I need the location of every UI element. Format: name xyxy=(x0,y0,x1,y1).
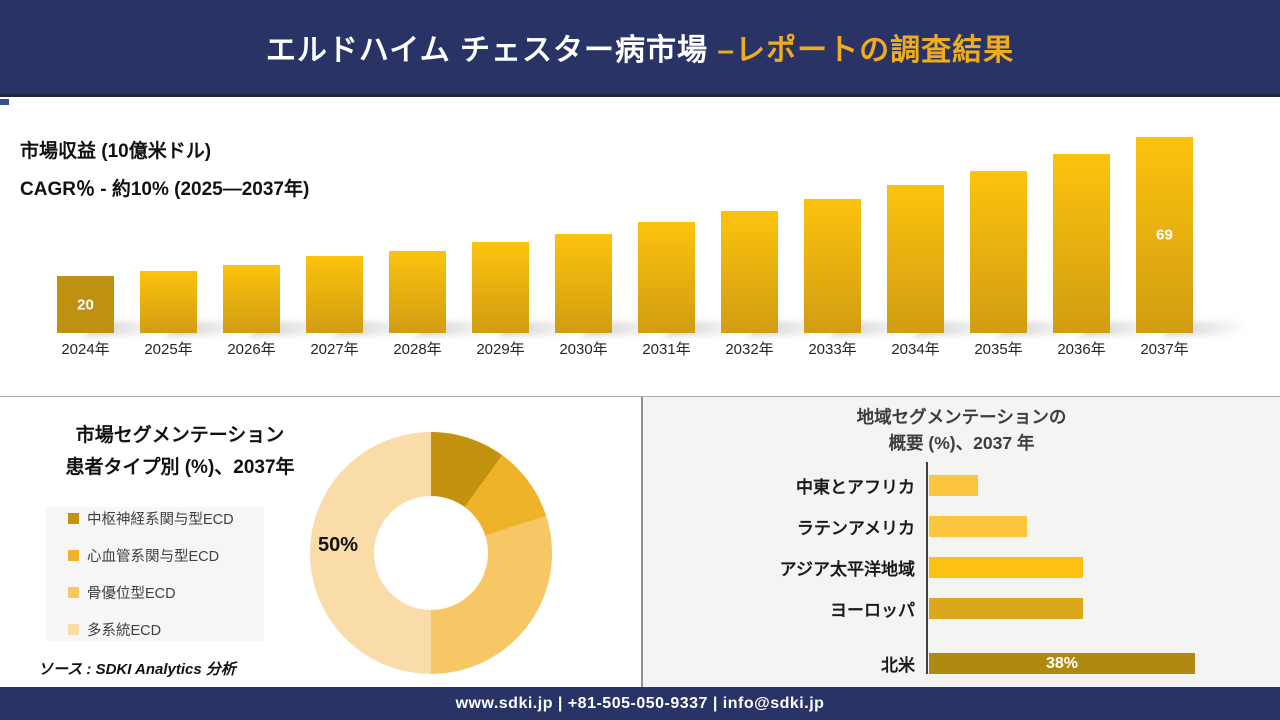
bar-column: 2029年 xyxy=(459,137,542,359)
bar-column: 2035年 xyxy=(957,137,1040,359)
bar-column: 2036年 xyxy=(1040,137,1123,359)
region-bar-value-label: 38% xyxy=(1045,654,1079,672)
regional-title: 地域セグメンテーションの 概要 (%)、2037 年 xyxy=(643,404,1280,456)
header-corner-mark xyxy=(0,99,9,105)
legend-item: 多系統ECD xyxy=(68,619,264,640)
legend-item: 骨優位型ECD xyxy=(68,582,264,603)
segmentation-title-line2: 患者タイプ別 (%)、2037年 xyxy=(65,457,295,478)
bar-column: 2030年 xyxy=(542,137,625,359)
regional-panel: 地域セグメンテーションの 概要 (%)、2037 年 中東とアフリカ ラテンアメリ… xyxy=(641,397,1280,687)
bar-column: 2034年 xyxy=(874,137,957,359)
segmentation-title: 市場セグメンテーション 患者タイプ別 (%)、2037年 xyxy=(25,420,335,484)
page-title-main: エルドハイム チェスター病市場 xyxy=(265,34,718,67)
revenue-bar xyxy=(970,171,1027,333)
regional-title-line1: 地域セグメンテーションの xyxy=(856,407,1067,427)
region-bar xyxy=(929,557,1083,578)
legend-label: 心血管系関与型ECD xyxy=(87,549,220,565)
region-bar-chart: 中東とアフリカ ラテンアメリカアジア太平洋地域ヨーロッパ北米 38% xyxy=(643,475,1280,675)
region-label: 中東とアフリカ xyxy=(796,478,915,497)
segment-legend: 中枢神経系関与型ECD 心血管系関与型ECD 骨優位型ECD 多系統ECD xyxy=(46,507,264,641)
legend-swatch xyxy=(68,624,79,635)
revenue-bar xyxy=(638,222,695,333)
bar-year-label: 2028年 xyxy=(393,341,442,358)
revenue-bar xyxy=(306,256,363,333)
legend-swatch xyxy=(68,513,79,524)
page-title-accent: –レポートの調査結果 xyxy=(717,34,1015,67)
revenue-bar xyxy=(140,271,197,333)
revenue-bar: 69 xyxy=(1136,137,1193,333)
bar-column: 2025年 xyxy=(127,137,210,359)
bar-year-label: 2035年 xyxy=(974,341,1023,358)
bar-column: 69 2037年 xyxy=(1123,137,1206,359)
bar-year-label: 2029年 xyxy=(476,341,525,358)
bar-year-label: 2027年 xyxy=(310,341,359,358)
region-bar xyxy=(929,475,978,496)
bar-column: 2028年 xyxy=(376,137,459,359)
footer-contact: www.sdki.jp | +81-505-050-9337 | info@sd… xyxy=(455,694,825,712)
region-row: ヨーロッパ xyxy=(643,598,1280,620)
bar-year-label: 2032年 xyxy=(725,341,774,358)
region-label: 北米 xyxy=(881,656,915,675)
revenue-bar xyxy=(1053,154,1110,333)
regional-title-line2: 概要 (%)、2037 年 xyxy=(888,433,1035,453)
bar-year-label: 2026年 xyxy=(227,341,276,358)
legend-label: 中枢神経系関与型ECD xyxy=(87,512,234,528)
bar-column: 2031年 xyxy=(625,137,708,359)
footer-bar: www.sdki.jp | +81-505-050-9337 | info@sd… xyxy=(0,687,1280,720)
header-bar: エルドハイム チェスター病市場 –レポートの調査結果 xyxy=(0,0,1280,97)
donut-chart: 50% xyxy=(310,432,552,674)
region-row: 中東とアフリカ xyxy=(643,475,1280,497)
bar-column: 2032年 xyxy=(708,137,791,359)
bar-year-label: 2034年 xyxy=(891,341,940,358)
section-divider xyxy=(0,396,1280,397)
region-label: ラテンアメリカ xyxy=(796,519,915,538)
donut-value-label: 50% xyxy=(318,534,359,556)
revenue-chart-title: 市場収益 (10億米ドル) xyxy=(20,141,212,162)
bar-value-label: 20 xyxy=(77,296,94,313)
legend-label: 多系統ECD xyxy=(87,623,162,639)
bar-value-label: 69 xyxy=(1156,226,1173,244)
bar-year-label: 2033年 xyxy=(808,341,857,358)
region-bar xyxy=(929,516,1027,537)
donut-hole xyxy=(374,496,488,610)
bar-year-label: 2030年 xyxy=(559,341,608,358)
bar-year-label: 2025年 xyxy=(144,341,193,358)
legend-swatch xyxy=(68,550,79,561)
revenue-bar: 20 xyxy=(57,276,114,333)
bar-year-label: 2036年 xyxy=(1057,341,1106,358)
region-axis xyxy=(926,462,928,674)
source-note: ソース : SDKI Analytics 分析 xyxy=(38,661,236,678)
revenue-bar xyxy=(804,199,861,333)
legend-item: 心血管系関与型ECD xyxy=(68,545,264,566)
bar-year-label: 2024年 xyxy=(61,341,110,358)
legend-label: 骨優位型ECD xyxy=(87,586,176,602)
revenue-bar xyxy=(472,242,529,333)
region-label: アジア太平洋地域 xyxy=(779,560,915,579)
legend-item: 中枢神経系関与型ECD xyxy=(68,508,264,529)
region-label: ヨーロッパ xyxy=(830,601,915,620)
revenue-bar xyxy=(721,211,778,333)
revenue-bar xyxy=(223,265,280,333)
revenue-bar xyxy=(555,234,612,333)
region-row: 北米 38% xyxy=(643,653,1280,675)
bar-column: 20 2024年 xyxy=(44,137,127,359)
bar-year-label: 2037年 xyxy=(1140,341,1189,358)
region-row: ラテンアメリカ xyxy=(643,516,1280,538)
bar-year-label: 2031年 xyxy=(642,341,691,358)
region-bar xyxy=(929,598,1083,619)
region-row: アジア太平洋地域 xyxy=(643,557,1280,579)
revenue-bar xyxy=(887,185,944,333)
page-title: エルドハイム チェスター病市場 –レポートの調査結果 xyxy=(266,25,1014,69)
revenue-bar-chart: 20 2024年 2025年 2026年 2027年 2028年 2029年 2030年 203… xyxy=(44,137,1206,359)
revenue-bar xyxy=(389,251,446,333)
cagr-subtitle: CAGR％ - 約10% (2025―2037年) xyxy=(20,179,310,200)
segmentation-title-line1: 市場セグメンテーション xyxy=(75,425,285,446)
bar-column: 2026年 xyxy=(210,137,293,359)
region-bar: 38% xyxy=(929,653,1195,674)
bar-column: 2033年 xyxy=(791,137,874,359)
bar-column: 2027年 xyxy=(293,137,376,359)
legend-swatch xyxy=(68,587,79,598)
